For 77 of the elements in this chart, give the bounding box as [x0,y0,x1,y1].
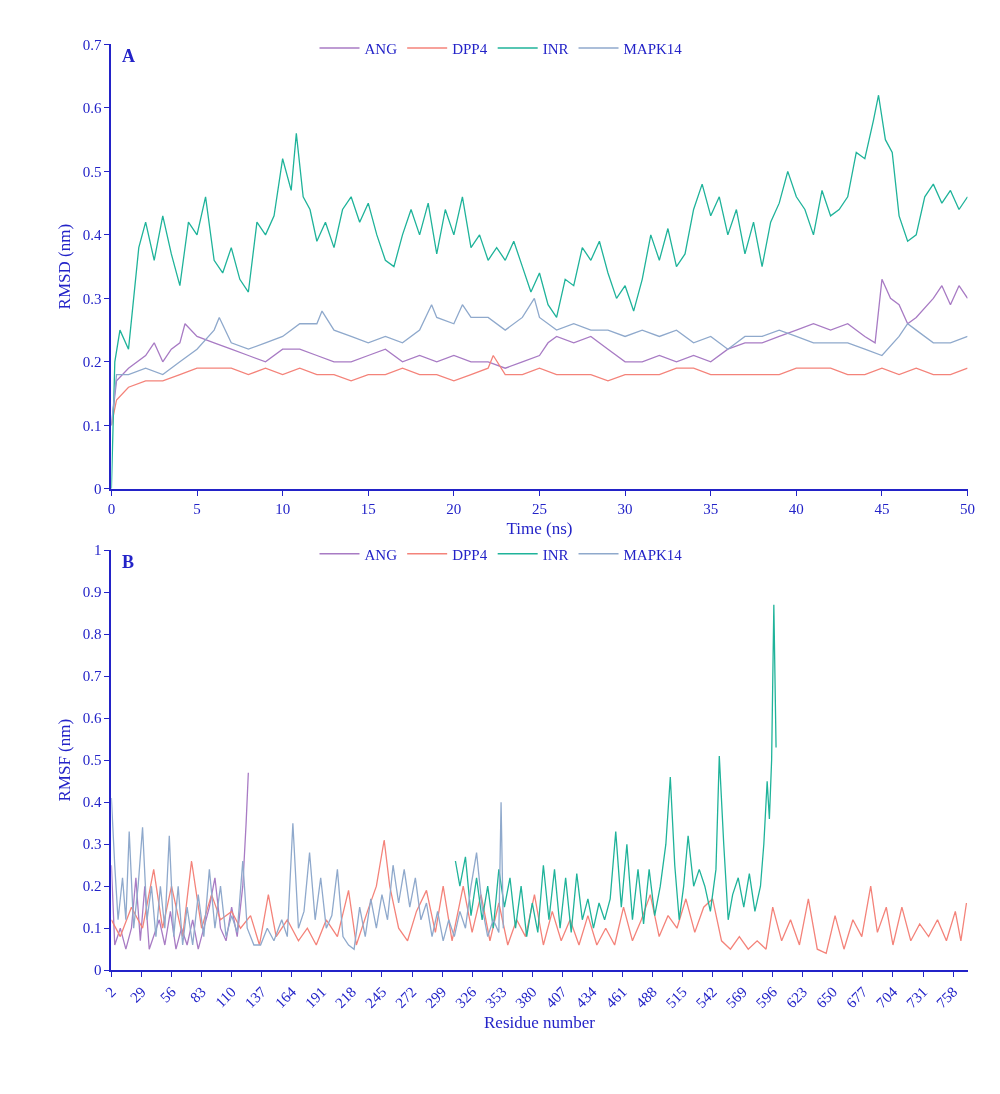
y-tick-label: 0.1 [82,417,102,434]
x-tick-label: 50 [960,500,976,517]
y-tick-label: 0.1 [82,920,102,937]
x-axis-title: Residue number [484,1012,596,1032]
x-tick-label: 299 [422,983,450,1012]
x-tick-label: 596 [752,983,781,1012]
y-tick-label: 0.2 [82,878,102,895]
x-axis-title: Time (ns) [506,518,573,538]
line-series [111,354,968,426]
x-tick-label: 25 [531,500,547,517]
y-tick-label: 0.4 [82,227,102,244]
x-tick-label: 2 [102,983,119,1001]
x-tick-label: 569 [722,983,751,1012]
x-tick-label: 515 [662,983,690,1012]
x-tick-label: 56 [157,983,180,1006]
x-tick-label: 326 [452,983,480,1012]
x-tick-label: 191 [302,983,330,1012]
x-tick-label: 758 [933,983,961,1012]
line-series [454,604,777,938]
legend-label: ANG [364,40,398,57]
line-series [111,772,249,950]
chart-title: B [122,552,135,572]
x-tick-label: 15 [360,500,376,517]
y-tick-label: 1 [93,542,102,559]
legend-label: DPP4 [452,546,488,563]
x-tick-label: 10 [275,500,291,517]
legend-label: MAPK14 [623,546,683,563]
x-tick-label: 110 [212,983,240,1011]
x-tick-label: 623 [782,983,811,1012]
x-tick-label: 5 [193,500,201,517]
y-tick-label: 0.9 [82,584,102,601]
x-tick-label: 29 [126,983,149,1006]
x-tick-label: 731 [903,983,931,1012]
y-tick-label: 0.3 [82,290,102,307]
y-tick-label: 0.6 [82,710,102,727]
x-tick-label: 650 [813,983,841,1012]
x-tick-label: 704 [873,983,901,1012]
y-tick-label: 0.5 [82,752,102,769]
y-tick-label: 0.4 [82,794,102,811]
x-tick-label: 137 [241,983,270,1012]
x-tick-label: 677 [843,983,871,1012]
x-tick-label: 461 [602,983,630,1012]
legend-label: INR [542,546,569,563]
x-tick-label: 20 [446,500,462,517]
x-tick-label: 542 [692,983,721,1012]
x-tick-label: 40 [788,500,804,517]
x-tick-label: 83 [187,983,209,1006]
y-tick-label: 0.6 [82,100,102,117]
y-tick-label: 0.5 [82,163,102,180]
x-tick-label: 272 [392,983,420,1012]
legend-label: MAPK14 [623,40,683,57]
x-tick-label: 245 [362,983,390,1012]
x-tick-label: 30 [617,500,633,517]
legend-label: INR [542,40,569,57]
x-tick-label: 35 [703,500,719,517]
legend-label: ANG [364,546,398,563]
y-tick-label: 0.7 [82,36,102,53]
x-tick-label: 488 [632,983,660,1012]
y-tick-label: 0.7 [82,668,102,685]
y-tick-label: 0 [93,481,102,498]
x-tick-label: 218 [332,983,360,1012]
x-tick-label: 164 [271,983,300,1012]
x-tick-label: 45 [874,500,890,517]
x-tick-label: 407 [542,983,571,1012]
chart-title: A [122,46,135,66]
y-tick-label: 0.3 [82,836,102,853]
x-tick-label: 0 [107,500,116,517]
x-tick-label: 380 [512,983,540,1012]
y-axis-title: RMSD (nm) [54,223,74,310]
x-tick-label: 434 [572,983,601,1012]
x-tick-label: 353 [482,983,510,1012]
y-tick-label: 0 [93,962,102,979]
y-tick-label: 0.2 [82,354,102,371]
line-series [111,839,968,955]
y-axis-title: RMSF (nm) [54,718,74,802]
legend-label: DPP4 [452,40,488,57]
y-tick-label: 0.8 [82,626,102,643]
